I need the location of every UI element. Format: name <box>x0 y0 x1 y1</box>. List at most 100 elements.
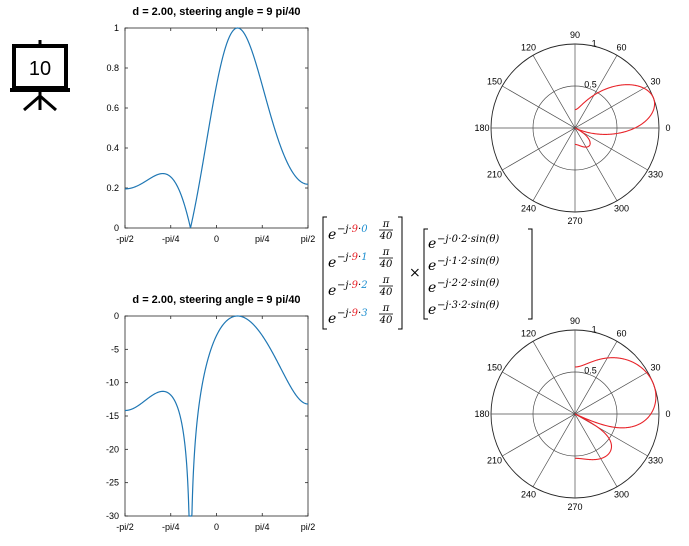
linear-chart-plot-area <box>124 27 309 229</box>
linear-chart-xtick-label: pi/4 <box>255 234 270 244</box>
left-entry-base: e <box>328 311 336 327</box>
exponent-prefix: −j· <box>337 280 352 291</box>
polar-db-angle-label: 120 <box>521 328 536 338</box>
left-entry-exponent: −j·9·2 <box>337 280 368 291</box>
beam-pattern-linear-chart: d = 2.00, steering angle = 9 pi/40 -pi/2 -… <box>106 6 316 244</box>
polar-db-angle-label: 270 <box>567 502 582 512</box>
exponent-k: 1 <box>361 252 367 263</box>
slide-number: 10 <box>29 58 51 80</box>
linear-chart-ytick-label: 0.2 <box>106 183 119 193</box>
polar-linear-angle-label: 210 <box>487 170 502 180</box>
bracket-left <box>322 216 327 330</box>
polar-db-angle-label: 210 <box>487 456 502 466</box>
times-sign: × <box>409 265 421 281</box>
linear-chart-ytick-label: 0.4 <box>106 143 119 153</box>
polar-db-angle-label: 30 <box>651 363 661 373</box>
right-entry-exponent: −j·3·2·sin(θ) <box>437 300 499 311</box>
exponent-dot: · <box>358 280 361 291</box>
polar-linear-spoke <box>502 85 648 171</box>
db-chart-ytick-label: -15 <box>106 411 119 421</box>
right-entry-base: e <box>428 280 436 296</box>
left-entry-base: e <box>328 255 336 271</box>
exponent-dot: · <box>358 252 361 263</box>
polar-db-angle-label: 60 <box>616 328 626 338</box>
db-chart-xtick-label: pi/4 <box>255 522 270 532</box>
polar-linear-angle-label: 90 <box>570 30 580 40</box>
polar-linear-angle-label: 60 <box>616 42 626 52</box>
polar-db-series-line <box>574 357 657 461</box>
db-chart-xtick-label: -pi/4 <box>162 522 180 532</box>
left-entry-exponent: −j·9·3 <box>337 308 368 319</box>
exponent-dot: · <box>358 224 361 235</box>
db-chart-title: d = 2.00, steering angle = 9 pi/40 <box>132 294 300 306</box>
polar-linear-angle-label: 270 <box>567 216 582 226</box>
polar-db-angle-label: 180 <box>474 409 489 419</box>
linear-chart-xtick-label: pi/2 <box>301 234 316 244</box>
left-entry-base: e <box>328 227 336 243</box>
exponent-k: 3 <box>361 308 367 319</box>
bracket-right <box>528 228 533 320</box>
linear-chart-series-line <box>125 27 309 229</box>
exponent-n: 9 <box>352 252 359 263</box>
polar-linear-series-line <box>574 84 656 148</box>
polar-linear-angle-label: 300 <box>614 204 629 214</box>
exponent-n: 9 <box>352 280 359 291</box>
polar-db-angle-label: 300 <box>614 490 629 500</box>
linear-chart-ytick-label: 0.8 <box>106 63 119 73</box>
db-chart-xtick-label: -pi/2 <box>116 522 134 532</box>
polar-linear-angle-label: 0 <box>665 123 670 133</box>
fraction-denominator: 40 <box>379 315 393 326</box>
polar-db-angle-label: 330 <box>648 456 663 466</box>
polar-db-angle-label: 90 <box>570 316 580 326</box>
db-chart-ytick-label: 0 <box>114 311 119 321</box>
linear-chart-ytick-label: 0 <box>114 223 119 233</box>
exponent-dot: · <box>358 308 361 319</box>
linear-chart-xtick-label: -pi/4 <box>162 234 180 244</box>
db-chart-xtick-label: pi/2 <box>301 522 316 532</box>
polar-linear-angle-label: 120 <box>521 42 536 52</box>
db-chart-ytick-label: -30 <box>106 511 119 521</box>
fraction-numerator: π <box>382 247 390 258</box>
db-chart-ytick-label: -20 <box>106 444 119 454</box>
polar-linear-angle-label: 30 <box>651 77 661 87</box>
bracket-right <box>398 216 403 330</box>
db-chart-plot-area <box>124 315 309 517</box>
fraction-denominator: 40 <box>379 231 393 242</box>
polar-db-angle-label: 240 <box>521 490 536 500</box>
left-entry-base: e <box>328 283 336 299</box>
right-entry-exponent: −j·2·2·sin(θ) <box>437 278 499 289</box>
polar-linear-angle-label: 240 <box>521 204 536 214</box>
right-entry-base: e <box>428 302 436 318</box>
exponent-k: 0 <box>361 224 368 235</box>
presentation-board-icon: 10 <box>10 40 70 112</box>
linear-chart-ytick-label: 1 <box>114 23 119 33</box>
linear-chart-ytick-label: 0.6 <box>106 103 119 113</box>
polar-linear-angle-label: 330 <box>648 170 663 180</box>
exponent-n: 9 <box>352 224 359 235</box>
beam-pattern-db-chart: d = 2.00, steering angle = 9 pi/40-pi/2-… <box>106 294 316 532</box>
polar-db-radial-label: 0.5 <box>584 366 597 376</box>
fraction-denominator: 40 <box>379 287 393 298</box>
polar-linear-angle-label: 150 <box>487 77 502 87</box>
fraction-numerator: π <box>382 303 390 314</box>
polar-linear-radial-label: 0.5 <box>584 80 597 90</box>
fraction-numerator: π <box>382 275 390 286</box>
polar-db-angle-label: 150 <box>487 363 502 373</box>
bracket-left <box>423 228 428 320</box>
polar-db-radial-label: 1 <box>592 324 597 334</box>
db-chart-series-line <box>125 315 308 517</box>
db-chart-ytick-label: -5 <box>111 344 119 354</box>
exponent-k: 2 <box>360 280 367 291</box>
polar-linear-radial-label: 1 <box>592 38 597 48</box>
linear-chart-title: d = 2.00, steering angle = 9 pi/40 <box>132 6 300 18</box>
fraction-numerator: π <box>382 219 390 230</box>
exponent-prefix: −j· <box>337 308 352 319</box>
polar-linear-angle-label: 180 <box>474 123 489 133</box>
linear-chart-xtick-label: -pi/2 <box>116 234 134 244</box>
right-entry-exponent: −j·1·2·sin(θ) <box>437 256 499 267</box>
left-entry-exponent: −j·9·0 <box>337 224 368 235</box>
db-chart-xtick-label: 0 <box>214 522 219 532</box>
